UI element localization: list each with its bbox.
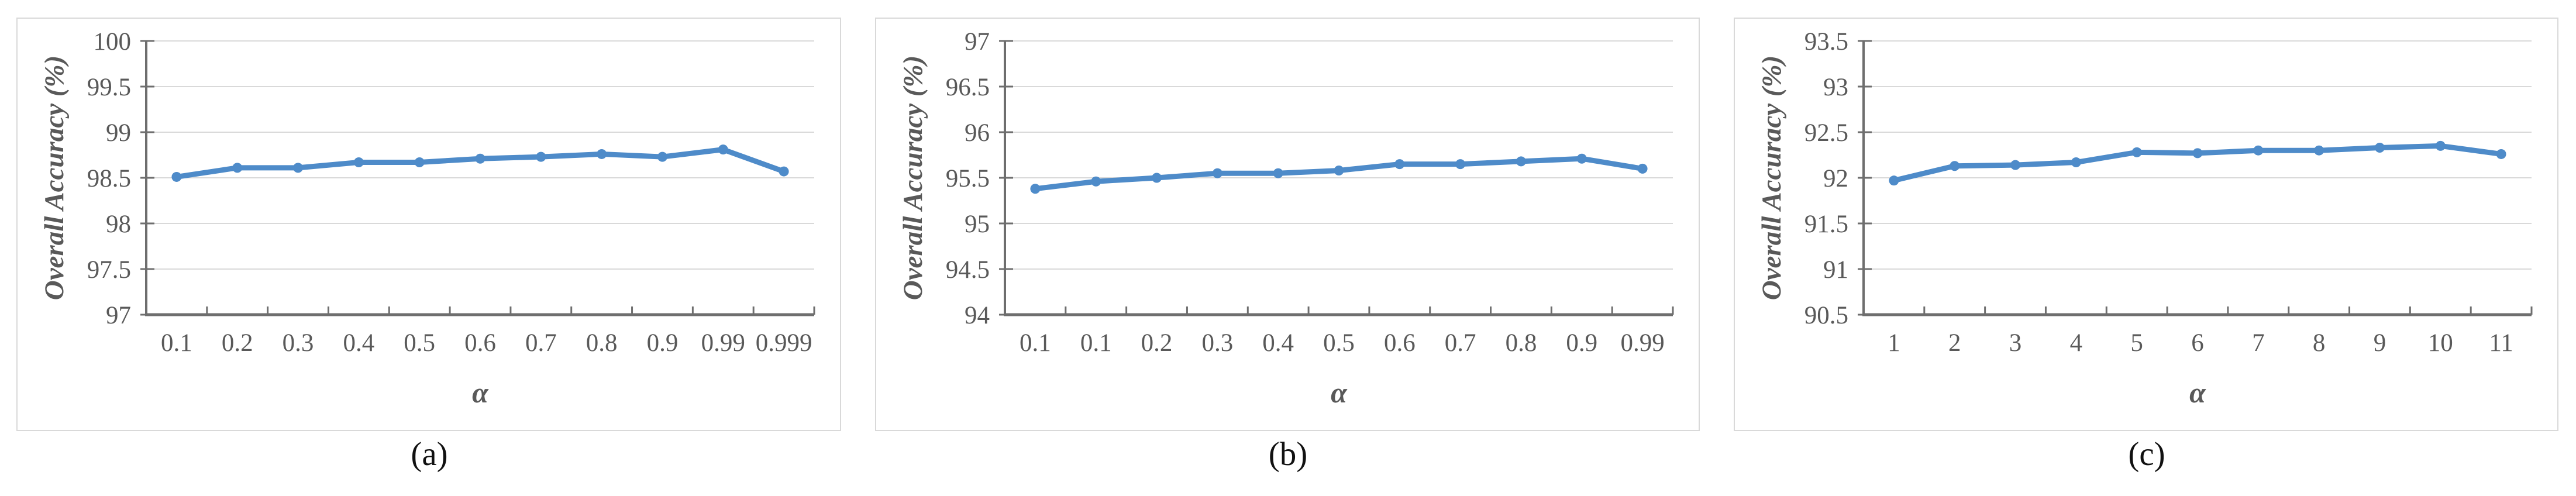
svg-text:97: 97 <box>965 28 990 56</box>
panel-a: 97 97.5 98 98.5 99 99.5 100 0.1 0.2 0.3 0.4 0.5 0.6 0… <box>0 0 859 496</box>
svg-text:96: 96 <box>965 119 990 147</box>
svg-text:93: 93 <box>1823 74 1848 101</box>
svg-text:0.4: 0.4 <box>1262 329 1294 357</box>
svg-text:8: 8 <box>2313 329 2326 357</box>
svg-text:3: 3 <box>2009 329 2022 357</box>
svg-text:0.99: 0.99 <box>701 329 745 357</box>
svg-text:0.2: 0.2 <box>1141 329 1173 357</box>
svg-text:α: α <box>2189 376 2206 409</box>
svg-text:0.6: 0.6 <box>1384 329 1416 357</box>
svg-text:α: α <box>472 376 489 409</box>
svg-text:0.5: 0.5 <box>404 329 435 357</box>
svg-text:99: 99 <box>106 119 131 147</box>
svg-text:6: 6 <box>2191 329 2204 357</box>
chart-card-a: 97 97.5 98 98.5 99 99.5 100 0.1 0.2 0.3 0.4 0.5 0.6 0… <box>16 18 841 431</box>
chart-card-c: 90.5 91 91.5 92 92.5 93 93.5 1 2 3 4 5 6 7 8 9 10 11 α Over… <box>1734 18 2558 431</box>
svg-text:91: 91 <box>1823 256 1848 284</box>
svg-text:9: 9 <box>2374 329 2386 357</box>
svg-text:99.5: 99.5 <box>87 74 131 101</box>
svg-text:97: 97 <box>106 302 131 329</box>
svg-text:Overall Accuracy (%): Overall Accuracy (%) <box>898 56 928 301</box>
svg-text:90.5: 90.5 <box>1804 302 1848 329</box>
line-chart-a: 97 97.5 98 98.5 99 99.5 100 0.1 0.2 0.3 0.4 0.5 0.6 0… <box>18 19 840 430</box>
panel-caption-a: (a) <box>411 436 448 473</box>
svg-text:100: 100 <box>94 28 132 56</box>
svg-text:7: 7 <box>2252 329 2265 357</box>
svg-text:95: 95 <box>965 211 990 238</box>
panel-b: 94 94.5 95 95.5 96 96.5 97 0.1 0.1 0.2 0.3 0.4 0.5 0.… <box>859 0 1717 496</box>
panel-caption-c: (c) <box>2128 436 2165 473</box>
chart-canvas: 97 97.5 98 98.5 99 99.5 100 0.1 0.2 0.3 0.4 0.5 0.6 0… <box>39 28 815 409</box>
svg-text:0.5: 0.5 <box>1323 329 1355 357</box>
svg-text:0.9: 0.9 <box>647 329 679 357</box>
chart-card-b: 94 94.5 95 95.5 96 96.5 97 0.1 0.1 0.2 0.3 0.4 0.5 0.… <box>875 18 1700 431</box>
svg-text:1: 1 <box>1888 329 1900 357</box>
svg-text:0.99: 0.99 <box>1620 329 1664 357</box>
svg-text:0.4: 0.4 <box>343 329 374 357</box>
svg-text:0.3: 0.3 <box>283 329 314 357</box>
svg-text:11: 11 <box>2489 329 2513 357</box>
svg-text:0.7: 0.7 <box>525 329 557 357</box>
svg-text:Overall Accuracy (%): Overall Accuracy (%) <box>39 56 70 301</box>
chart-canvas: 94 94.5 95 95.5 96 96.5 97 0.1 0.1 0.2 0.3 0.4 0.5 0.… <box>898 28 1674 409</box>
svg-text:98: 98 <box>106 211 131 238</box>
chart-canvas: 90.5 91 91.5 92 92.5 93 93.5 1 2 3 4 5 6 7 8 9 10 11 α Over… <box>1757 28 2533 409</box>
svg-text:0.3: 0.3 <box>1201 329 1233 357</box>
svg-text:4: 4 <box>2070 329 2083 357</box>
svg-text:98.5: 98.5 <box>87 165 131 192</box>
svg-text:92.5: 92.5 <box>1804 119 1848 147</box>
svg-text:5: 5 <box>2130 329 2143 357</box>
svg-text:0.8: 0.8 <box>1506 329 1537 357</box>
svg-text:Overall Accuracy (%): Overall Accuracy (%) <box>1757 56 1787 301</box>
svg-text:0.8: 0.8 <box>586 329 618 357</box>
panel-caption-b: (b) <box>1268 436 1308 473</box>
svg-text:0.2: 0.2 <box>222 329 253 357</box>
svg-text:97.5: 97.5 <box>87 256 131 284</box>
svg-text:0.9: 0.9 <box>1566 329 1597 357</box>
svg-text:92: 92 <box>1823 165 1848 192</box>
svg-text:94: 94 <box>965 302 990 329</box>
line-chart-c: 90.5 91 91.5 92 92.5 93 93.5 1 2 3 4 5 6 7 8 9 10 11 α Over… <box>1735 19 2557 430</box>
svg-text:0.1: 0.1 <box>1080 329 1112 357</box>
svg-text:0.999: 0.999 <box>756 329 812 357</box>
svg-text:0.1: 0.1 <box>1020 329 1051 357</box>
panel-c: 90.5 91 91.5 92 92.5 93 93.5 1 2 3 4 5 6 7 8 9 10 11 α Over… <box>1717 0 2576 496</box>
svg-text:α: α <box>1331 376 1348 409</box>
svg-text:2: 2 <box>1948 329 1961 357</box>
svg-text:91.5: 91.5 <box>1804 211 1848 238</box>
svg-text:0.7: 0.7 <box>1445 329 1476 357</box>
svg-text:94.5: 94.5 <box>946 256 990 284</box>
svg-text:10: 10 <box>2428 329 2453 357</box>
svg-text:95.5: 95.5 <box>946 165 990 192</box>
svg-text:93.5: 93.5 <box>1804 28 1848 56</box>
svg-text:96.5: 96.5 <box>946 74 990 101</box>
svg-text:0.6: 0.6 <box>464 329 496 357</box>
svg-text:0.1: 0.1 <box>161 329 192 357</box>
line-chart-b: 94 94.5 95 95.5 96 96.5 97 0.1 0.1 0.2 0.3 0.4 0.5 0.… <box>876 19 1699 430</box>
